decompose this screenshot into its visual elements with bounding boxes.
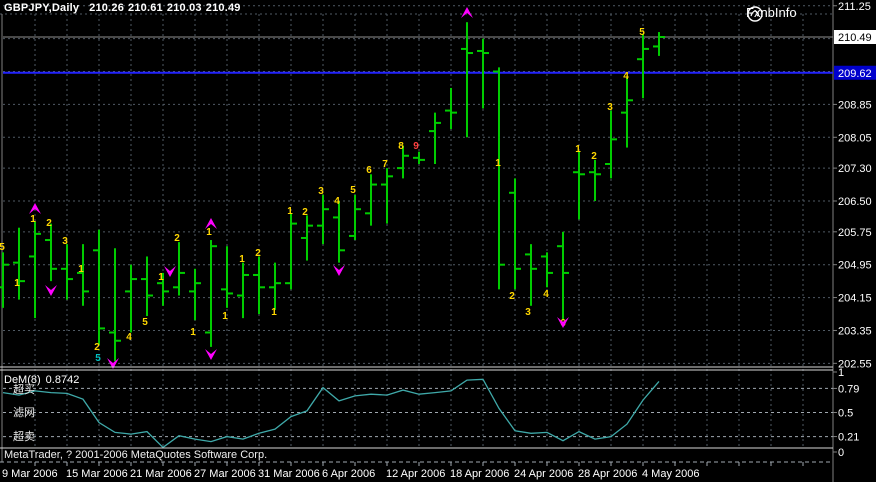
symbol-period-label: GBPJPY,Daily — [4, 2, 80, 14]
level-label-filter: 滤网 — [13, 407, 35, 419]
indicator-label: DeM(8) 0.8742 — [4, 374, 79, 386]
date-axis-label: 12 Apr 2006 — [386, 468, 445, 480]
down-arrow-icon — [557, 317, 569, 328]
indicator-axis-label: 0.79 — [838, 383, 859, 395]
count-mark: 4 — [623, 71, 629, 82]
date-axis-label: 24 Apr 2006 — [514, 468, 573, 480]
date-axis-label: 4 May 2006 — [642, 468, 699, 480]
quote-close: 210.49 — [205, 2, 241, 14]
price-axis-label: 211.25 — [838, 1, 871, 13]
count-mark: 4 — [543, 289, 549, 300]
down-arrow-icon — [205, 349, 217, 360]
count-mark: 9 — [413, 141, 419, 152]
count-mark: 6 — [366, 165, 372, 176]
down-arrow-icon — [45, 285, 57, 296]
date-axis-label: 9 Mar 2006 — [2, 468, 58, 480]
down-arrow-icon — [107, 358, 119, 369]
price-axis-label: 208.05 — [838, 132, 872, 144]
price-axis-label: 202.55 — [838, 358, 872, 370]
date-axis-label: 21 Mar 2006 — [130, 468, 192, 480]
count-mark: 5 — [0, 242, 5, 253]
dem-indicator-line — [2, 378, 660, 449]
count-mark: 2 — [255, 248, 261, 259]
date-axis-label: 27 Mar 2006 — [194, 468, 256, 480]
count-mark: 2 — [174, 233, 180, 244]
indicator-axis-label: 0.21 — [838, 432, 859, 444]
count-mark: 3 — [525, 307, 531, 318]
brand-logo-icon — [747, 6, 763, 22]
up-arrow-icon — [461, 7, 473, 18]
count-mark: 5 — [95, 353, 101, 364]
price-axis-label: 205.75 — [838, 227, 872, 239]
count-mark: 1 — [287, 206, 293, 217]
quote-low: 210.03 — [166, 2, 202, 14]
count-mark: 3 — [62, 236, 68, 247]
count-mark: 1 — [158, 272, 164, 283]
indicator-axis-label: 1 — [838, 367, 844, 379]
price-axis-label: 207.30 — [838, 163, 872, 175]
price-axis-label: 206.50 — [838, 196, 872, 208]
count-mark: 1 — [78, 264, 84, 275]
count-mark: 1 — [206, 227, 212, 238]
level-label-overbought: 超买 — [13, 384, 35, 396]
count-mark: 2 — [509, 291, 515, 302]
down-arrow-icon — [164, 266, 176, 277]
level-label-oversold: 超卖 — [13, 431, 35, 443]
count-mark: 7 — [382, 159, 388, 170]
date-axis-label: 31 Mar 2006 — [258, 468, 320, 480]
price-axis-label: 204.15 — [838, 293, 872, 305]
brand-watermark: FxnbInfo — [746, 5, 797, 22]
up-arrow-icon — [205, 218, 217, 229]
count-mark: 3 — [607, 102, 613, 113]
date-axis-label: 28 Apr 2006 — [578, 468, 637, 480]
count-mark: 1 — [30, 214, 36, 225]
level-price-label: 209.62 — [838, 68, 872, 80]
indicator-axis-label: 0 — [838, 447, 844, 459]
indicator-axis-label: 0.5 — [838, 408, 853, 420]
price-axis-label: 203.35 — [838, 325, 872, 337]
indicator-name: DeM(8) — [4, 374, 41, 386]
count-mark: 5 — [639, 27, 645, 38]
count-mark: 5 — [350, 185, 356, 196]
count-mark: 8 — [398, 141, 404, 152]
copyright-text: MetaTrader, ? 2001-2006 MetaQuotes Softw… — [4, 449, 268, 461]
up-arrow-icon — [29, 203, 41, 214]
quote-high: 210.61 — [128, 2, 163, 14]
price-axis-label: 204.95 — [838, 260, 872, 272]
count-mark: 1 — [222, 311, 228, 322]
quote-open: 210.26 — [89, 2, 125, 14]
date-axis-label: 15 Mar 2006 — [66, 468, 128, 480]
count-mark: 4 — [126, 332, 132, 343]
count-mark: 3 — [318, 186, 324, 197]
indicator-value: 0.8742 — [45, 374, 80, 386]
count-mark: 1 — [495, 158, 501, 169]
current-price-label: 210.49 — [838, 32, 872, 44]
count-mark: 1 — [239, 254, 245, 265]
count-mark: 4 — [334, 196, 340, 207]
count-mark: 1 — [575, 144, 581, 155]
down-arrow-icon — [333, 265, 345, 276]
count-mark: 2 — [94, 342, 100, 353]
date-axis-label: 18 Apr 2006 — [450, 468, 509, 480]
level-price-box — [834, 65, 876, 80]
count-mark: 5 — [142, 317, 148, 328]
count-mark: 1 — [190, 327, 196, 338]
count-mark: 2 — [46, 218, 52, 229]
count-mark: 2 — [591, 151, 597, 162]
count-mark: 1 — [271, 307, 277, 318]
chart-title: GBPJPY,Daily 210.26 210.61 210.03 210.49 — [4, 2, 245, 14]
current-price-box — [834, 30, 876, 44]
date-axis-label: 6 Apr 2006 — [322, 468, 375, 480]
count-mark: 1 — [14, 278, 20, 289]
price-axis-label: 208.85 — [838, 99, 872, 111]
count-mark: 2 — [302, 207, 308, 218]
